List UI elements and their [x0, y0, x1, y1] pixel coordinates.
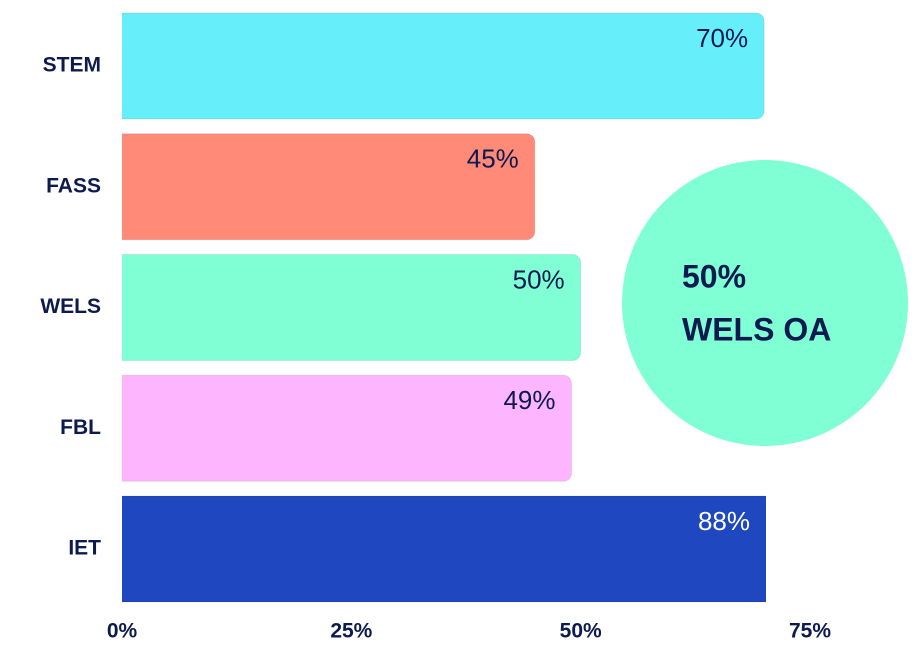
x-tick-label: 75% — [789, 620, 831, 643]
y-tick-label: WELS — [40, 295, 101, 318]
y-tick-label: FASS — [46, 174, 101, 197]
bar — [113, 254, 582, 361]
value-label: 88% — [698, 506, 750, 536]
x-tick-label: 25% — [330, 620, 372, 643]
annotation-circle — [622, 160, 908, 446]
bar — [113, 12, 765, 120]
y-tick-label: IET — [68, 537, 101, 560]
value-label: 45% — [467, 144, 519, 174]
value-label: 70% — [696, 23, 748, 53]
y-tick-label: FBL — [60, 416, 101, 439]
plot-area — [0, 0, 766, 620]
x-tick-label: 0% — [107, 620, 138, 643]
annotation-text: 50% — [682, 258, 746, 294]
x-tick-label: 50% — [560, 620, 602, 643]
value-label: 49% — [503, 385, 555, 415]
y-tick-label: STEM — [43, 54, 101, 77]
bar — [113, 495, 766, 603]
axis-mask — [0, 0, 122, 620]
annotation-text: WELS OA — [682, 311, 831, 347]
value-label: 50% — [513, 264, 565, 294]
